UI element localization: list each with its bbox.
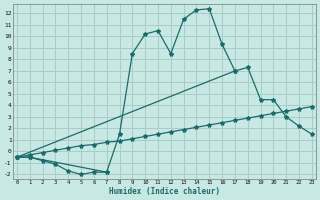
X-axis label: Humidex (Indice chaleur): Humidex (Indice chaleur) (109, 187, 220, 196)
